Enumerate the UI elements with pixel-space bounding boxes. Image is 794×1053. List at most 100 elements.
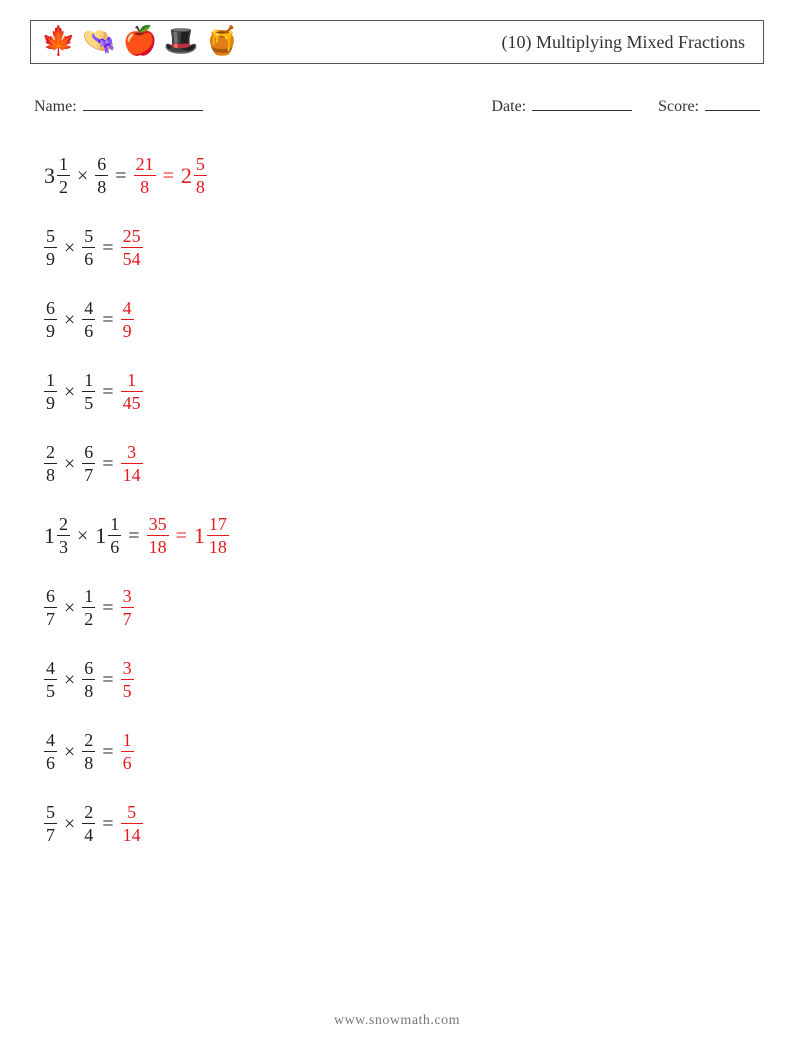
fraction-bar bbox=[57, 535, 70, 536]
denominator: 5 bbox=[82, 394, 95, 412]
fraction-bar bbox=[82, 607, 95, 608]
numerator: 1 bbox=[125, 371, 138, 389]
problem-row: 123×116=3518=11718 bbox=[44, 512, 764, 560]
operator: × bbox=[57, 454, 82, 474]
problem-row: 45×68=35 bbox=[44, 656, 764, 704]
problem-row: 19×15=145 bbox=[44, 368, 764, 416]
whole-part: 3 bbox=[44, 165, 57, 187]
denominator: 4 bbox=[82, 826, 95, 844]
fraction: 2554 bbox=[121, 227, 143, 268]
equals: = bbox=[95, 598, 120, 618]
numerator: 5 bbox=[194, 155, 207, 173]
fraction-bar bbox=[82, 319, 95, 320]
denominator: 14 bbox=[121, 826, 143, 844]
numerator: 4 bbox=[44, 731, 57, 749]
denominator: 8 bbox=[82, 682, 95, 700]
fraction-bar bbox=[44, 319, 57, 320]
fraction: 67 bbox=[44, 587, 57, 628]
equals: = bbox=[95, 742, 120, 762]
equals: = bbox=[156, 166, 181, 186]
numerator: 2 bbox=[82, 731, 95, 749]
fraction-bar bbox=[121, 679, 134, 680]
fraction-bar bbox=[44, 679, 57, 680]
fraction-bar bbox=[134, 175, 156, 176]
equals: = bbox=[121, 526, 146, 546]
info-right: Date: Score: bbox=[491, 92, 760, 116]
denominator: 18 bbox=[207, 538, 229, 556]
fraction: 68 bbox=[95, 155, 108, 196]
fraction-bar bbox=[121, 463, 143, 464]
info-line: Name: Date: Score: bbox=[34, 92, 760, 116]
fraction-bar bbox=[44, 823, 57, 824]
whole-part: 2 bbox=[181, 165, 194, 187]
fraction: 218 bbox=[134, 155, 156, 196]
fraction-bar bbox=[121, 751, 134, 752]
numerator: 5 bbox=[44, 227, 57, 245]
numerator: 4 bbox=[44, 659, 57, 677]
denominator: 14 bbox=[121, 466, 143, 484]
header-icons: 🍁👒🍎🎩🍯 bbox=[41, 28, 239, 56]
operator: × bbox=[57, 382, 82, 402]
equals: = bbox=[95, 814, 120, 834]
operator: × bbox=[70, 526, 95, 546]
numerator: 2 bbox=[82, 803, 95, 821]
numerator: 5 bbox=[125, 803, 138, 821]
numerator: 6 bbox=[82, 443, 95, 461]
fraction: 314 bbox=[121, 443, 143, 484]
name-blank[interactable] bbox=[83, 92, 203, 111]
fraction-bar bbox=[121, 607, 134, 608]
fraction-bar bbox=[121, 247, 143, 248]
problem-row: 69×46=49 bbox=[44, 296, 764, 344]
denominator: 8 bbox=[194, 178, 207, 196]
fraction-bar bbox=[121, 319, 134, 320]
operator: × bbox=[57, 310, 82, 330]
operator: × bbox=[57, 238, 82, 258]
fraction-bar bbox=[57, 175, 70, 176]
date-blank[interactable] bbox=[532, 92, 632, 111]
numerator: 1 bbox=[121, 731, 134, 749]
denominator: 6 bbox=[121, 754, 134, 772]
problem-row: 59×56=2554 bbox=[44, 224, 764, 272]
fraction: 37 bbox=[121, 587, 134, 628]
fraction-bar bbox=[44, 751, 57, 752]
fraction: 15 bbox=[82, 371, 95, 412]
denominator: 7 bbox=[121, 610, 134, 628]
numerator: 3 bbox=[121, 659, 134, 677]
equals: = bbox=[95, 454, 120, 474]
fraction: 46 bbox=[44, 731, 57, 772]
name-label: Name: bbox=[34, 98, 77, 116]
hat-icon: 👒 bbox=[82, 28, 117, 56]
answer: 16 bbox=[121, 731, 134, 772]
problem-row: 46×28=16 bbox=[44, 728, 764, 776]
denominator: 3 bbox=[57, 538, 70, 556]
score-blank[interactable] bbox=[705, 92, 760, 111]
fraction-bar bbox=[95, 175, 108, 176]
fraction: 12 bbox=[57, 155, 70, 196]
fraction-bar bbox=[44, 247, 57, 248]
denominator: 6 bbox=[44, 754, 57, 772]
operator: × bbox=[57, 814, 82, 834]
fraction: 23 bbox=[57, 515, 70, 556]
fraction-bar bbox=[82, 823, 95, 824]
fraction: 145 bbox=[121, 371, 143, 412]
fraction: 59 bbox=[44, 227, 57, 268]
fraction: 57 bbox=[44, 803, 57, 844]
denominator: 5 bbox=[44, 682, 57, 700]
problem-row: 312×68=218=258 bbox=[44, 152, 764, 200]
denominator: 2 bbox=[82, 610, 95, 628]
problems-list: 312×68=218=25859×56=255469×46=4919×15=14… bbox=[44, 152, 764, 848]
denominator: 45 bbox=[121, 394, 143, 412]
fraction: 46 bbox=[82, 299, 95, 340]
fraction: 1718 bbox=[207, 515, 229, 556]
answer: 2554 bbox=[121, 227, 143, 268]
denominator: 7 bbox=[44, 610, 57, 628]
numerator: 5 bbox=[44, 803, 57, 821]
fraction: 12 bbox=[82, 587, 95, 628]
header-box: 🍁👒🍎🎩🍯 (10) Multiplying Mixed Fractions bbox=[30, 20, 764, 64]
numerator: 6 bbox=[82, 659, 95, 677]
fraction-bar bbox=[121, 823, 143, 824]
operator: × bbox=[57, 670, 82, 690]
fraction: 49 bbox=[121, 299, 134, 340]
denominator: 6 bbox=[82, 250, 95, 268]
denominator: 6 bbox=[82, 322, 95, 340]
